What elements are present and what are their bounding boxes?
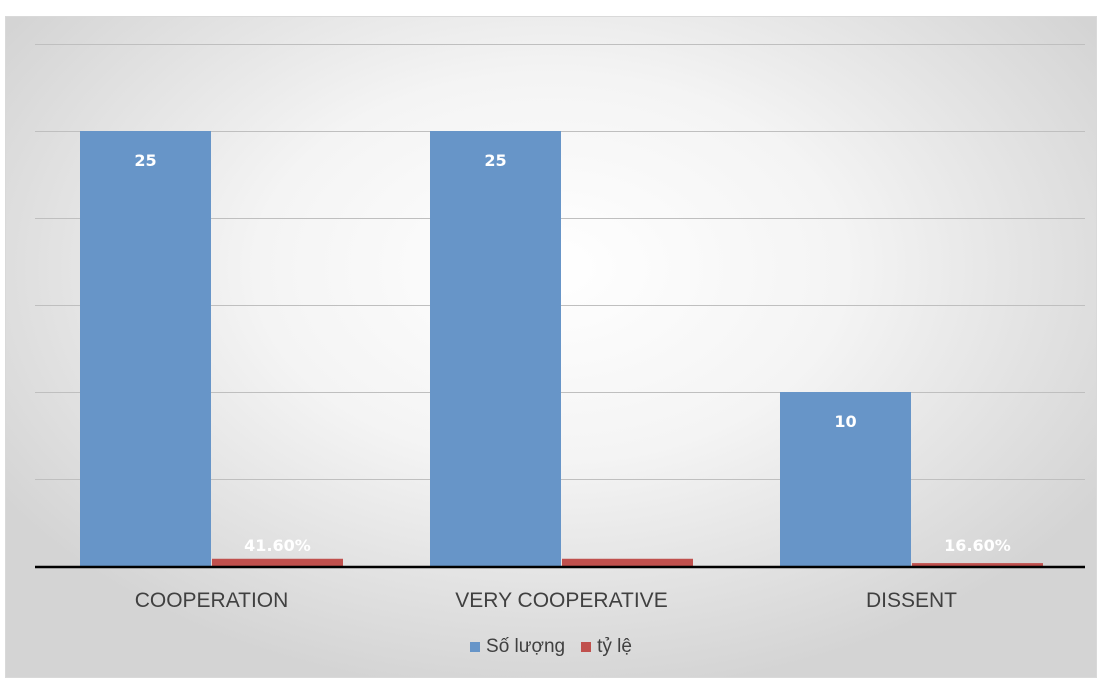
category-label-2: DISSENT: [866, 589, 957, 612]
legend-label-ty-le: tỷ lệ: [597, 636, 632, 657]
data-label: 10: [834, 412, 856, 431]
legend-label-so-luong: Số lượng: [486, 636, 566, 657]
bar-so-luong-2: [780, 392, 911, 566]
category-label-0: COOPERATION: [135, 589, 289, 612]
data-label: 41.60%: [244, 536, 311, 555]
data-label: 16.60%: [944, 536, 1011, 555]
legend-swatch-so-luong: [470, 642, 481, 652]
data-label: 25: [134, 151, 156, 170]
bar-so-luong-1: [430, 131, 561, 566]
legend: Số lượng tỷ lệ: [0, 636, 1102, 658]
bar-ty-le-0: [212, 558, 343, 566]
legend-swatch-ty-le: [581, 642, 592, 652]
legend-item-ty-le: tỷ lệ: [581, 636, 632, 658]
data-label: 25: [484, 151, 506, 170]
bar-ty-le-2: [912, 563, 1043, 566]
legend-item-so-luong: Số lượng: [470, 636, 565, 658]
bar-ty-le-1: [562, 558, 693, 566]
category-label-1: VERY COOPERATIVE: [455, 589, 667, 612]
bar-so-luong-0: [80, 131, 211, 566]
